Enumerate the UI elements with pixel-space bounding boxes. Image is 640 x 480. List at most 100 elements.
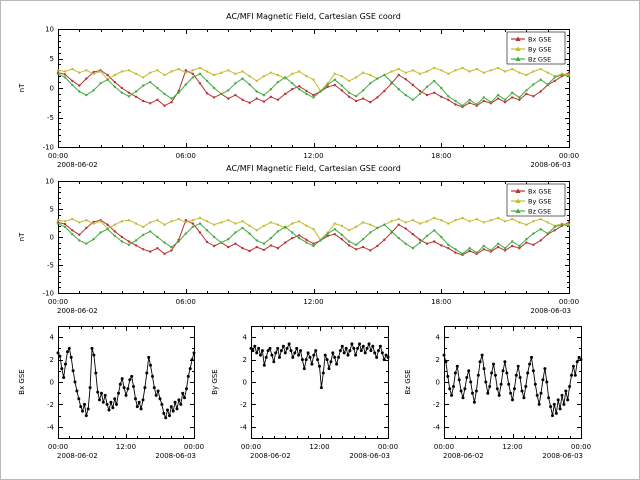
x-date-label: 2008-06-03 [542,452,583,460]
y-tick-labels: 4 2 0 -2 -4 [240,334,248,432]
x-tick-label: 12:00 [116,443,136,451]
x-tick-label: 00:00 [48,443,68,451]
y-tick-label: 4 [243,334,248,342]
legend-marker-icon [515,56,521,61]
legend-marker-icon [515,208,521,213]
y-tick-label: 2 [243,356,247,364]
y-tick-labels: 4 2 0 -2 -4 [47,334,55,432]
x-tick-label: 00:00 [48,298,68,306]
y-tick-label: -5 [47,114,54,122]
legend-label: By GSE [528,198,552,206]
x-ticks [58,30,570,147]
x-tick-label: 00:00 [378,443,398,451]
panel-title-overview-1: AC/MFI Magnetic Field, Cartesian GSE coo… [226,12,401,21]
panel-title-overview-2: AC/MFI Magnetic Field, Cartesian GSE coo… [226,164,401,173]
y-tick-label: -10 [43,290,54,298]
x-date-label: 2008-06-02 [57,161,98,169]
x-date-label: 2008-06-03 [349,452,390,460]
x-ticks [444,327,582,438]
series-markers-by-gse [56,66,571,93]
y-ticks [59,181,569,294]
y-tick-label: -4 [240,423,248,431]
x-tick-label: 18:00 [431,152,451,160]
y-tick-label: -4 [47,423,55,431]
series-markers-bz-gse [442,353,583,418]
y-tick-label: 10 [45,26,54,34]
x-tick-label: 00:00 [559,298,579,306]
legend-marker-icon [515,198,521,203]
y-axis-label: By GSE [211,369,219,394]
y-tick-label: -2 [433,401,440,409]
y-tick-labels: 10 5 0 -5 -10 [43,178,54,298]
x-date-label: 2008-06-03 [530,307,571,315]
x-ticks [58,327,195,438]
y-tick-label: 0 [50,234,54,242]
y-tick-label: 0 [436,379,440,387]
series-markers-bz-gse [56,222,571,255]
legend: Bx GSE By GSE Bz GSE [506,31,566,65]
y-tick-label: -5 [47,262,54,270]
y-tick-label: 2 [50,356,54,364]
legend-marker-icon [515,36,521,41]
y-tick-label: 0 [243,379,247,387]
x-tick-label: 00:00 [559,152,579,160]
y-axis-label: nT [18,83,26,92]
series-markers-by-gse [56,216,571,241]
plot-frame [58,326,195,439]
x-tick-label: 06:00 [176,152,196,160]
y-tick-label: 5 [50,55,54,63]
y-tick-label: 4 [436,334,441,342]
series-markers-bz-gse [56,72,571,107]
plot-frame [58,181,570,294]
y-ticks [445,337,581,428]
series-markers-bx-gse [56,346,196,420]
legend-item-bz-gse: Bz GSE [511,56,551,64]
x-tick-label: 00:00 [184,443,204,451]
y-axis-label: Bx GSE [18,369,26,394]
plot-frame [58,29,570,148]
x-date-label: 2008-06-02 [57,307,98,315]
x-tick-label: 12:00 [309,443,329,451]
legend-label: By GSE [528,46,552,54]
legend-label: Bz GSE [528,56,551,64]
y-tick-label: 5 [50,206,54,214]
x-tick-label: 12:00 [502,443,522,451]
plot-frame [251,326,389,439]
legend-item-bx-gse: Bx GSE [511,36,552,44]
y-tick-label: 2 [436,356,440,364]
y-ticks [59,29,569,148]
y-tick-label: 0 [50,85,54,93]
x-date-label: 2008-06-03 [530,161,571,169]
x-tick-label: 06:00 [176,298,196,306]
legend: Bx GSE By GSE Bz GSE [506,183,566,217]
x-date-label: 2008-06-02 [250,452,291,460]
x-tick-label: 00:00 [241,443,261,451]
y-tick-label: -4 [433,423,441,431]
legend-label: Bx GSE [528,36,552,44]
legend-marker-icon [515,188,521,193]
x-date-label: 2008-06-02 [443,452,484,460]
x-tick-label: 00:00 [48,152,68,160]
x-tick-label: 00:00 [571,443,591,451]
y-ticks [59,337,194,428]
y-tick-labels: 10 5 0 -5 -10 [43,26,54,152]
x-ticks [251,327,389,438]
y-axis-label: nT [18,232,26,241]
y-tick-label: -2 [47,401,54,409]
series-line-bx-gse [57,347,195,419]
plot-frame [444,326,582,439]
y-axis-label: Bz GSE [404,370,412,395]
legend-label: Bx GSE [528,188,552,196]
x-date-label: 2008-06-02 [57,452,98,460]
x-tick-label: 18:00 [431,298,451,306]
y-tick-label: -10 [43,144,54,152]
legend-item-by-gse: By GSE [511,198,552,206]
y-tick-label: 10 [45,178,54,186]
